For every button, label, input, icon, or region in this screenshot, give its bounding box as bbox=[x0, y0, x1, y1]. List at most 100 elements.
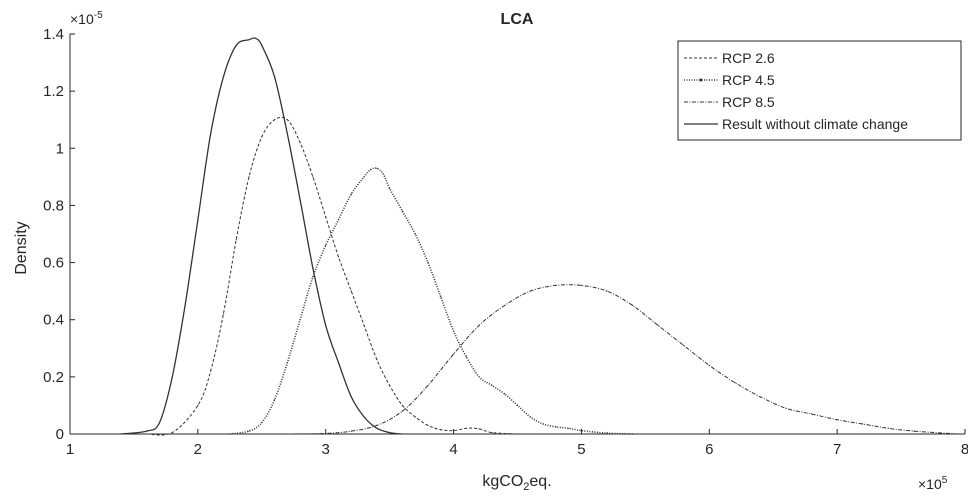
data-point bbox=[887, 427, 889, 429]
legend-label: RCP 4.5 bbox=[722, 72, 775, 88]
data-point bbox=[299, 142, 301, 144]
y-tick-label: 0.2 bbox=[43, 369, 64, 386]
data-point bbox=[529, 416, 531, 418]
y-tick-label: 1.2 bbox=[43, 83, 64, 100]
data-point bbox=[401, 433, 403, 435]
data-point bbox=[369, 169, 372, 171]
data-point bbox=[440, 296, 442, 298]
data-point bbox=[389, 432, 391, 434]
data-point bbox=[197, 404, 199, 406]
data-point bbox=[254, 37, 256, 39]
data-point bbox=[401, 410, 403, 412]
data-point bbox=[657, 324, 659, 326]
data-point bbox=[465, 427, 467, 429]
data-point bbox=[376, 424, 378, 426]
data-point bbox=[286, 362, 288, 364]
series-layer bbox=[120, 37, 960, 436]
data-point bbox=[274, 399, 276, 401]
data-point bbox=[363, 176, 365, 178]
data-point bbox=[632, 304, 634, 306]
data-point bbox=[325, 324, 327, 326]
data-point bbox=[478, 324, 480, 326]
data-point bbox=[606, 432, 608, 434]
data-point bbox=[555, 284, 557, 286]
data-point bbox=[184, 304, 186, 306]
data-point bbox=[261, 422, 263, 424]
data-point bbox=[146, 433, 148, 435]
series-3 bbox=[120, 37, 403, 435]
data-point bbox=[235, 239, 237, 241]
x-exponent-base: ×10 bbox=[918, 476, 942, 492]
data-point bbox=[427, 424, 429, 426]
data-point bbox=[376, 167, 378, 169]
data-point bbox=[516, 404, 519, 406]
data-point bbox=[171, 376, 173, 378]
data-point bbox=[312, 176, 314, 178]
data-point bbox=[862, 423, 864, 425]
series-line-2 bbox=[287, 284, 959, 435]
series-2 bbox=[286, 284, 960, 435]
legend-label: RCP 8.5 bbox=[722, 94, 775, 110]
data-point bbox=[811, 413, 813, 415]
data-point bbox=[325, 432, 327, 434]
data-point bbox=[274, 76, 276, 78]
data-point bbox=[529, 290, 531, 292]
x-tick-label: 5 bbox=[577, 441, 585, 458]
series-line-3 bbox=[121, 37, 403, 435]
x-axis-exponent: ×105 bbox=[918, 475, 948, 492]
data-point bbox=[414, 233, 416, 235]
data-point bbox=[286, 133, 288, 135]
data-point bbox=[363, 324, 365, 326]
data-point bbox=[376, 359, 378, 361]
data-point bbox=[337, 219, 340, 221]
y-tick-label: 1 bbox=[56, 140, 64, 157]
data-point bbox=[376, 427, 378, 429]
x-axis-label: kgCO2eq. bbox=[482, 473, 551, 493]
series-1 bbox=[229, 167, 634, 435]
data-point bbox=[606, 290, 608, 292]
y-axis-exponent: ×10-5 bbox=[70, 10, 103, 27]
data-point bbox=[504, 304, 506, 306]
data-point bbox=[516, 433, 519, 435]
data-point bbox=[363, 416, 365, 418]
y-exponent-power: -5 bbox=[94, 10, 103, 21]
data-point bbox=[389, 384, 391, 386]
legend-entry-3: Result without climate change bbox=[684, 116, 908, 132]
data-point bbox=[350, 396, 352, 398]
axis-ticks: 1 2 3 4 5 6 7 8 0 0.2 0.4 0.6 0.8 1 1.2 1.4 bbox=[43, 26, 968, 458]
data-point bbox=[427, 384, 429, 386]
data-point bbox=[261, 136, 263, 138]
legend: RCP 2.6 RCP 4.5 RCP 8.5 Result without clim… bbox=[677, 40, 962, 141]
x-tick-label: 3 bbox=[322, 441, 330, 458]
data-point bbox=[222, 76, 224, 78]
legend-marker bbox=[699, 78, 703, 82]
data-point bbox=[453, 430, 455, 432]
data-point bbox=[683, 344, 685, 346]
x-tick-label: 8 bbox=[961, 441, 968, 458]
data-point bbox=[632, 433, 634, 435]
series-0 bbox=[146, 116, 519, 436]
data-point bbox=[337, 256, 340, 258]
data-point bbox=[261, 44, 263, 47]
x-tick-label: 1 bbox=[66, 441, 74, 458]
data-point bbox=[286, 119, 288, 121]
data-point bbox=[785, 407, 787, 409]
data-point bbox=[146, 430, 148, 432]
data-point bbox=[580, 430, 583, 432]
y-tick-label: 1.4 bbox=[43, 26, 64, 43]
data-point bbox=[440, 429, 442, 431]
x-axis-label-subscript: 2 bbox=[523, 481, 529, 493]
data-point bbox=[312, 267, 314, 269]
data-point bbox=[542, 423, 544, 425]
x-tick-label: 2 bbox=[194, 441, 202, 458]
x-axis-label-suffix: eq. bbox=[529, 473, 551, 490]
x-axis-label-main: kgCO bbox=[482, 473, 523, 490]
data-point bbox=[350, 193, 352, 195]
legend-label: RCP 2.6 bbox=[722, 50, 775, 66]
y-axis-label: Density bbox=[13, 221, 30, 274]
data-point bbox=[759, 396, 762, 398]
data-point bbox=[401, 210, 403, 212]
data-point bbox=[389, 187, 391, 189]
data-point bbox=[248, 430, 250, 432]
